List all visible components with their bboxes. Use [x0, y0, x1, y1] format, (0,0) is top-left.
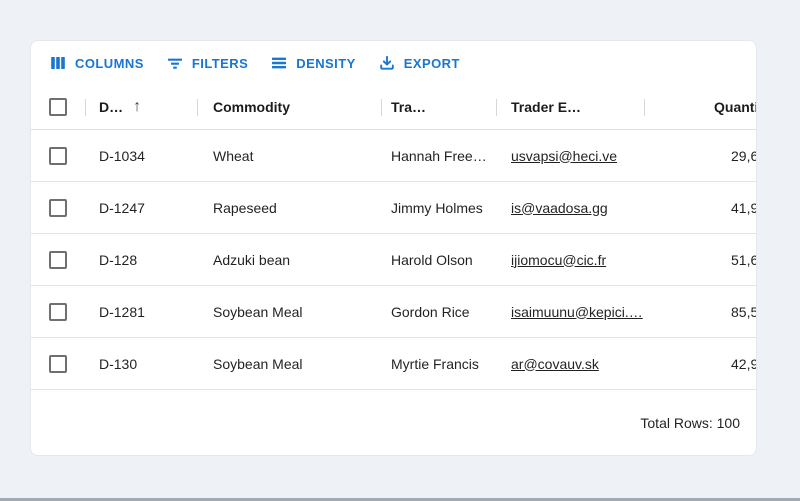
table-row[interactable]: D-1281 Soybean Meal Gordon Rice isaimuun… — [31, 286, 756, 338]
table-row[interactable]: D-128 Adzuki bean Harold Olson ijiomocu@… — [31, 234, 756, 286]
cell-commodity: Wheat — [213, 147, 254, 164]
email-link[interactable]: ar@covauv.sk — [511, 355, 599, 372]
cell-trader-email: is@vaadosa.gg — [496, 200, 644, 216]
cell-commodity: Soybean Meal — [213, 355, 303, 372]
cell-trader: Jimmy Holmes — [391, 199, 483, 216]
select-all-cell — [31, 98, 85, 116]
cell-quantity: 42,9 — [731, 355, 757, 372]
cell-trader-email: usvapsi@heci.ve — [496, 148, 644, 164]
export-button[interactable]: EXPORT — [368, 48, 470, 78]
row-checkbox[interactable] — [49, 302, 67, 321]
row-checkbox[interactable] — [49, 198, 67, 217]
filter-list-icon — [166, 54, 184, 72]
view-columns-icon — [49, 54, 67, 72]
cell-trader: Harold Olson — [391, 251, 473, 268]
column-separator[interactable] — [381, 99, 382, 116]
column-header-trader-email[interactable]: Trader E… — [496, 99, 644, 115]
column-separator[interactable] — [85, 99, 86, 116]
export-button-label: EXPORT — [403, 55, 460, 71]
cell-commodity: Rapeseed — [213, 199, 277, 216]
cell-deal-id: D-1247 — [99, 199, 145, 216]
select-all-checkbox[interactable] — [49, 98, 67, 116]
cell-quantity: 41,9 — [731, 199, 757, 216]
filters-button-label: FILTERS — [191, 55, 249, 71]
grid-footer: Total Rows: 100 — [31, 390, 756, 455]
cell-deal-id: D-1281 — [99, 303, 145, 320]
column-header-commodity-label: Commodity — [213, 99, 290, 115]
email-link[interactable]: ijiomocu@cic.fr — [511, 251, 607, 268]
email-link[interactable]: is@vaadosa.gg — [511, 199, 608, 216]
column-header-trader-label: Tra… — [391, 99, 427, 115]
column-separator[interactable] — [496, 99, 497, 116]
cell-quantity: 29,6 — [731, 147, 757, 164]
table-row[interactable]: D-1034 Wheat Hannah Free… usvapsi@heci.v… — [31, 130, 756, 182]
window-bottom-edge — [0, 498, 800, 501]
email-link[interactable]: isaimuunu@kepici.… — [511, 303, 643, 320]
total-rows-label: Total Rows: 100 — [640, 415, 740, 431]
row-checkbox-cell — [31, 146, 85, 165]
cell-trader-email: isaimuunu@kepici.… — [496, 304, 644, 320]
cell-deal-id: D-130 — [99, 355, 138, 372]
email-link[interactable]: usvapsi@heci.ve — [511, 147, 618, 164]
row-checkbox-cell — [31, 250, 85, 269]
row-checkbox[interactable] — [49, 354, 67, 373]
cell-deal-id: D-128 — [99, 251, 138, 268]
column-header-deal-id[interactable]: D… ↑ — [85, 99, 197, 115]
row-checkbox-cell — [31, 302, 85, 321]
density-icon — [270, 54, 288, 72]
density-button-label: DENSITY — [296, 55, 356, 71]
column-header-trader[interactable]: Tra… — [381, 99, 496, 115]
column-separator[interactable] — [644, 99, 645, 116]
filters-button[interactable]: FILTERS — [156, 48, 258, 78]
column-separator[interactable] — [197, 99, 198, 116]
row-checkbox-cell — [31, 354, 85, 373]
cell-trader-email: ar@covauv.sk — [496, 356, 644, 372]
column-header-deal-id-label: D… — [99, 99, 124, 115]
download-icon — [378, 54, 396, 72]
table-row[interactable]: D-1247 Rapeseed Jimmy Holmes is@vaadosa.… — [31, 182, 756, 234]
columns-button-label: COLUMNS — [75, 55, 144, 71]
arrow-upward-icon[interactable]: ↑ — [133, 99, 142, 115]
cell-trader: Gordon Rice — [391, 303, 470, 320]
row-checkbox[interactable] — [49, 250, 67, 269]
row-checkbox[interactable] — [49, 146, 67, 165]
grid-header-row: D… ↑ Commodity Tra… Trader E… Quantity — [31, 85, 756, 130]
column-header-quantity[interactable]: Quantity — [644, 99, 756, 115]
column-header-commodity[interactable]: Commodity — [197, 99, 381, 115]
grid-toolbar: COLUMNS FILTERS DENSITY — [31, 41, 756, 85]
cell-commodity: Soybean Meal — [213, 303, 303, 320]
density-button[interactable]: DENSITY — [260, 48, 366, 78]
cell-trader: Myrtie Francis — [391, 355, 479, 372]
cell-quantity: 51,6 — [731, 251, 757, 268]
row-checkbox-cell — [31, 198, 85, 217]
cell-commodity: Adzuki bean — [213, 251, 291, 268]
cell-trader-email: ijiomocu@cic.fr — [496, 252, 644, 268]
columns-button[interactable]: COLUMNS — [39, 48, 154, 78]
cell-deal-id: D-1034 — [99, 147, 145, 164]
table-row[interactable]: D-130 Soybean Meal Myrtie Francis ar@cov… — [31, 338, 756, 390]
cell-quantity: 85,5 — [731, 303, 757, 320]
data-grid-card: COLUMNS FILTERS DENSITY — [30, 40, 757, 456]
column-header-quantity-label: Quantity — [714, 99, 756, 115]
column-header-trader-email-label: Trader E… — [511, 99, 582, 115]
cell-trader: Hannah Free… — [391, 147, 487, 164]
